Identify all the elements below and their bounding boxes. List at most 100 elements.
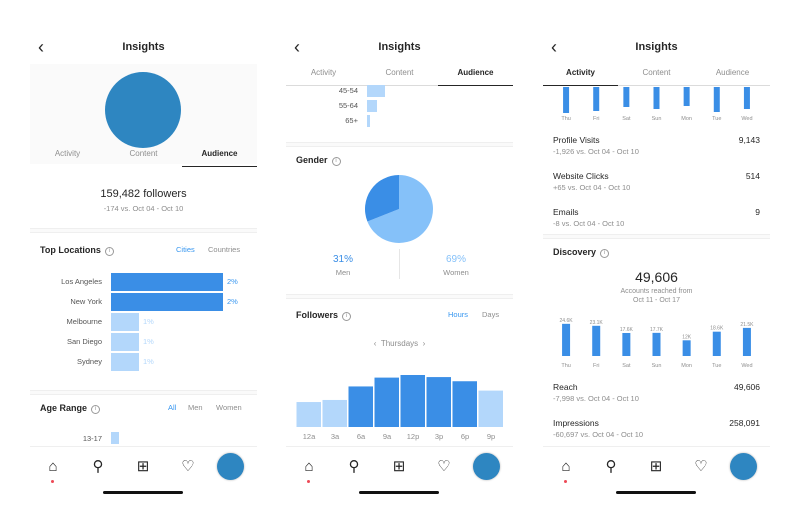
home-icon[interactable]: ⌂: [304, 458, 314, 475]
metric-value: 514: [745, 171, 760, 181]
option-women[interactable]: Women: [216, 403, 242, 412]
home-icon[interactable]: ⌂: [561, 458, 571, 475]
metric-value: 9: [755, 207, 760, 217]
home-indicator: [616, 491, 696, 494]
search-icon[interactable]: ⚲: [605, 458, 617, 475]
location-percent: 1%: [143, 337, 154, 346]
discovery-bar: [682, 340, 691, 356]
metric-value: 49,606: [734, 382, 760, 392]
followers-change: -174 vs. Oct 04 - Oct 10: [103, 204, 184, 213]
followers-bar: [348, 386, 373, 427]
location-percent: 1%: [143, 317, 154, 326]
profile-avatar[interactable]: [730, 453, 757, 480]
notification-dot: [51, 480, 54, 483]
next-day-chevron-icon[interactable]: ›: [422, 339, 426, 348]
tab-content[interactable]: Content: [129, 149, 158, 158]
day-label: Mon: [681, 363, 692, 369]
search-icon[interactable]: ⚲: [92, 458, 104, 475]
discovery-bar-chart: 24.6K Thu 23.1K Fri 17.6K Sat 17.7K Sun 12K Mon 18…: [560, 318, 755, 369]
day-label: Mon: [681, 116, 692, 122]
tab-activity[interactable]: Activity: [310, 68, 337, 77]
home-icon[interactable]: ⌂: [48, 458, 58, 475]
men-slice: [365, 175, 399, 222]
profile-avatar[interactable]: [473, 453, 500, 480]
phone-screen-audience-gender: ‹ Insights Activity Content Audience 45-…: [286, 30, 513, 499]
info-icon: i: [342, 312, 352, 321]
option-countries[interactable]: Countries: [208, 245, 241, 254]
option-men[interactable]: Men: [188, 403, 203, 412]
day-label: Fri: [593, 116, 599, 122]
bottom-nav: ⌂ ⚲ ⊞ ♡: [543, 446, 770, 499]
interactions-bar-chart: Thu Fri Sat Sun Mon Tue Wed: [561, 87, 753, 122]
day-label: Thu: [561, 116, 570, 122]
interaction-bar: [683, 87, 690, 106]
option-hours[interactable]: Hours: [448, 310, 469, 319]
tab-activity[interactable]: Activity: [54, 149, 81, 158]
tab-content[interactable]: Content: [385, 68, 414, 77]
day-label: Sun: [652, 116, 662, 122]
home-indicator: [359, 491, 439, 494]
tab-audience[interactable]: Audience: [182, 141, 257, 167]
reach-dates: Oct 11 - Oct 17: [633, 297, 680, 304]
day-label: Sun: [652, 363, 662, 369]
women-label: Women: [443, 268, 469, 277]
interaction-bar: [743, 87, 750, 109]
metric-change: -7,998 vs. Oct 04 - Oct 10: [553, 394, 639, 403]
back-arrow-icon[interactable]: ‹: [294, 37, 300, 57]
discovery-value-label: 18.6K: [710, 326, 724, 332]
add-post-icon[interactable]: ⊞: [649, 458, 663, 475]
discovery-title: Discovery i: [553, 247, 610, 258]
add-post-icon[interactable]: ⊞: [136, 458, 150, 475]
location-label: San Diego: [66, 337, 102, 346]
location-bar: [111, 273, 223, 291]
header: ‹ Insights: [286, 30, 513, 64]
hour-label: 3a: [331, 432, 340, 441]
divider: [30, 390, 257, 395]
followers-count: 159,482 followers: [100, 188, 187, 200]
followers-bar: [322, 399, 347, 427]
age-bar: [367, 85, 385, 97]
discovery-bar: [562, 323, 571, 356]
prev-day-chevron-icon[interactable]: ‹: [373, 339, 377, 348]
day-selector[interactable]: ‹ Thursdays ›: [286, 339, 513, 348]
discovery-bar: [742, 327, 751, 356]
heart-icon[interactable]: ♡: [437, 458, 451, 475]
discovery-value-label: 21.5K: [740, 322, 754, 328]
tab-content[interactable]: Content: [642, 68, 671, 77]
location-label: Sydney: [76, 357, 102, 366]
heart-icon[interactable]: ♡: [181, 458, 195, 475]
discovery-bar: [712, 331, 721, 356]
back-arrow-icon[interactable]: ‹: [38, 37, 44, 57]
tab-bar: Activity Content Audience: [30, 141, 257, 167]
tab-activity[interactable]: Activity: [543, 60, 618, 86]
followers-bar: [478, 390, 503, 427]
info-icon: i: [600, 249, 610, 258]
option-days[interactable]: Days: [482, 310, 500, 319]
hour-label: 12a: [303, 432, 316, 441]
tab-audience[interactable]: Audience: [438, 60, 513, 86]
day-label: Tue: [712, 363, 721, 369]
heart-icon[interactable]: ♡: [694, 458, 708, 475]
option-cities[interactable]: Cities: [176, 245, 195, 254]
hour-label: 3p: [435, 432, 443, 441]
header: ‹ Insights: [543, 30, 770, 64]
profile-avatar[interactable]: [217, 453, 244, 480]
women-percent: 69%: [445, 254, 466, 265]
info-icon: i: [104, 247, 114, 256]
metric-label: Impressions: [553, 418, 599, 428]
top-locations-title: Top Locations i: [40, 245, 114, 256]
option-all[interactable]: All: [168, 403, 177, 412]
add-post-icon[interactable]: ⊞: [392, 458, 406, 475]
followers-bar: [400, 375, 425, 427]
tab-audience[interactable]: Audience: [715, 68, 750, 77]
interaction-bar: [713, 87, 720, 112]
followers-bar: [296, 402, 321, 427]
age-bar: [367, 100, 377, 112]
divider: [286, 142, 513, 147]
search-icon[interactable]: ⚲: [348, 458, 360, 475]
back-arrow-icon[interactable]: ‹: [551, 37, 557, 57]
metric-label: Website Clicks: [553, 171, 609, 181]
location-bar: [111, 333, 139, 351]
metric-label: Emails: [553, 207, 579, 217]
metric-change: -1,926 vs. Oct 04 - Oct 10: [553, 147, 639, 156]
